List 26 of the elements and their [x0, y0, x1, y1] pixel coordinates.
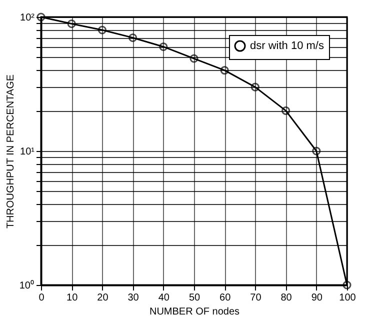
- x-tick-label: 70: [250, 292, 262, 304]
- x-tick-label: 30: [128, 292, 140, 304]
- point: [128, 33, 138, 42]
- point: [190, 54, 198, 63]
- point: [67, 20, 76, 28]
- y-tick-label: 10⁰: [19, 280, 34, 292]
- x-tick-label: 90: [311, 292, 323, 304]
- x-tick-label: 20: [97, 292, 109, 304]
- x-axis-title: NUMBER OF nodes: [149, 306, 240, 318]
- point: [250, 82, 260, 92]
- x-tick-label: 50: [188, 292, 200, 304]
- y-tick-label: 10¹: [20, 146, 36, 158]
- x-tick-label: 60: [220, 292, 232, 304]
- point: [282, 106, 290, 115]
- point: [159, 42, 168, 52]
- legend-label: dsr with 10 m/s: [250, 40, 324, 52]
- x-tick-label: 80: [280, 292, 292, 304]
- x-tick-label: 40: [158, 292, 170, 304]
- point: [220, 66, 229, 75]
- x-tick-label: 0: [38, 292, 45, 304]
- point: [312, 146, 321, 156]
- y-axis-title: THROUGHPUT IN PERCENTAGE: [5, 74, 16, 229]
- x-tick-label: 10: [66, 292, 78, 304]
- x-tick-label: 100: [339, 292, 356, 304]
- y-tick-label: 10²: [20, 12, 36, 24]
- point: [98, 26, 106, 34]
